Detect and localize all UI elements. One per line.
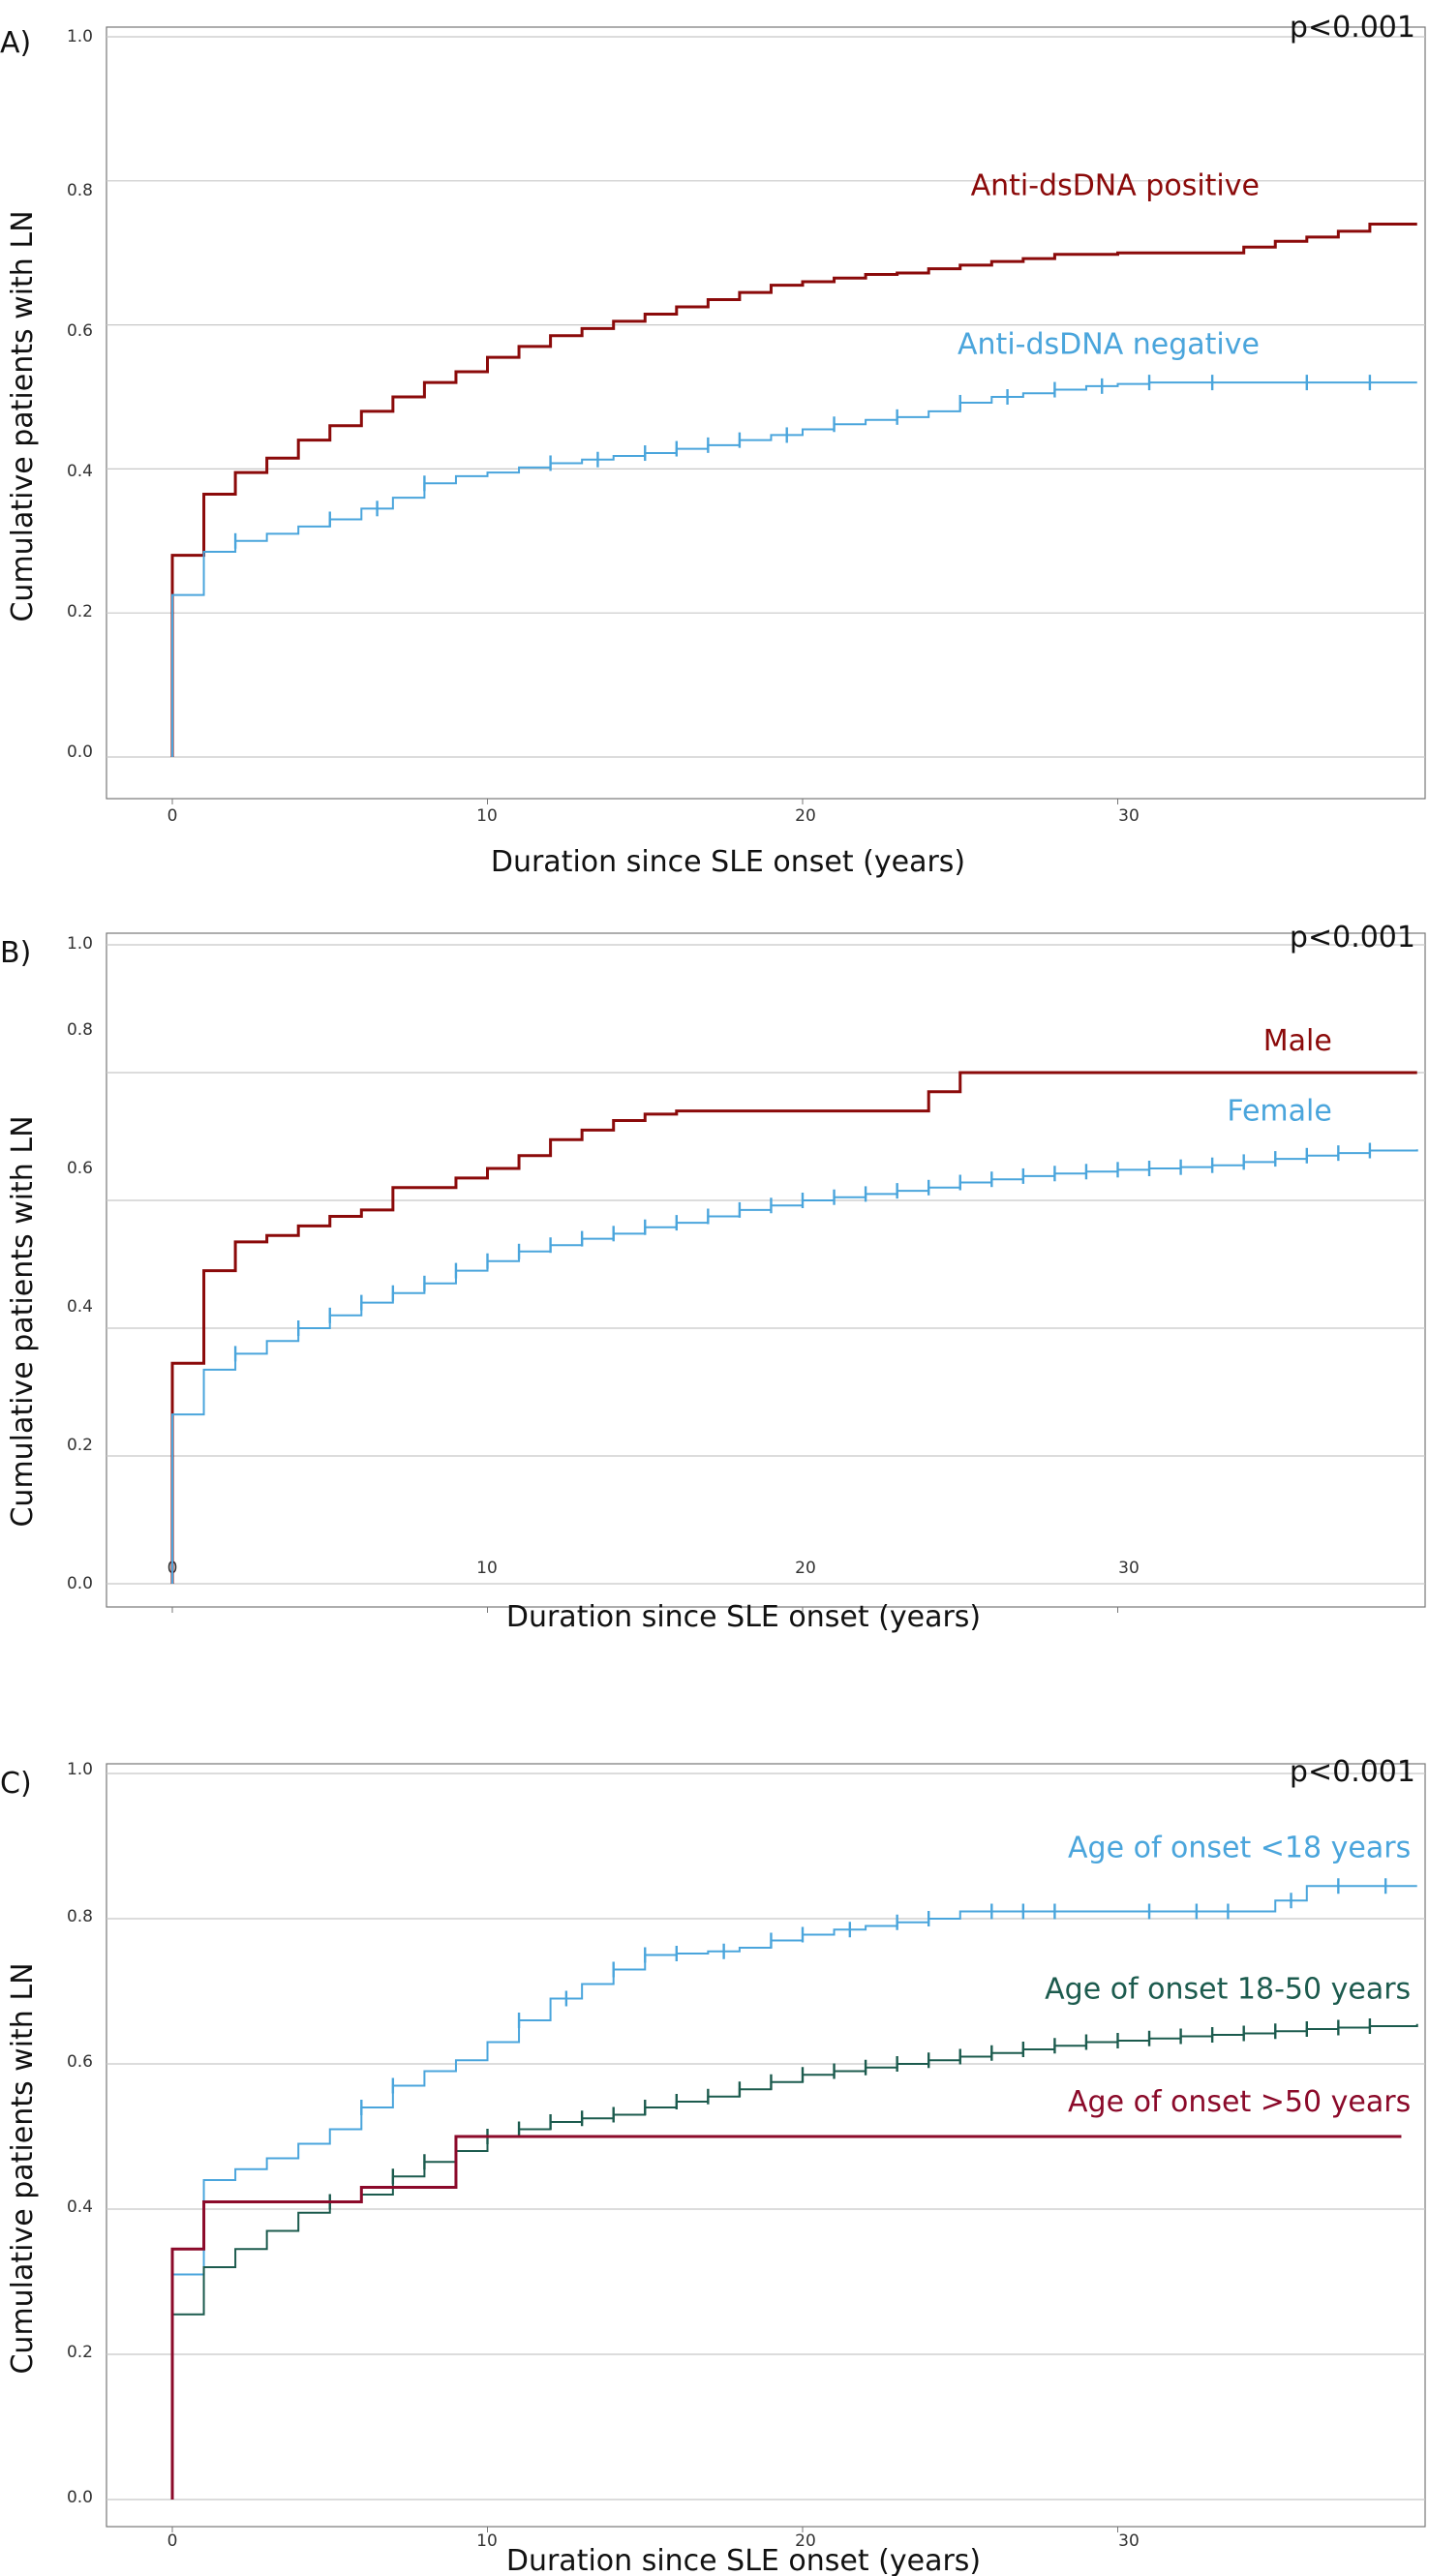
y-tick-label: 0.2 [67,2343,93,2362]
y-tick-label: 1.0 [67,934,93,954]
p-value: p<0.001 [1290,11,1415,45]
y-tick-label: 0.8 [67,181,93,200]
panel-c: C) p<0.001 Cumulative patients with LN D… [0,1755,1426,2576]
x-axis-title: Duration since SLE onset (years) [506,2544,981,2576]
series-label: Age of onset >50 years [1068,2085,1411,2119]
y-tick-label: 0.4 [67,462,93,481]
y-tick-label: 0.6 [67,2052,93,2072]
x-tick-label: 10 [476,1559,498,1578]
y-tick-label: 0.4 [67,2197,93,2217]
y-axis-title: Cumulative patients with LN [6,1962,40,2374]
y-tick-label: 0.0 [67,2488,93,2507]
y-tick-label: 0.2 [67,1436,93,1455]
x-ticks: 0 10 20 30 [167,806,1140,826]
p-value: p<0.001 [1290,1755,1415,1789]
x-tick-label: 10 [476,806,498,826]
y-tick-label: 0.2 [67,602,93,621]
y-tick-label: 0.8 [67,1907,93,1926]
y-ticks: 1.0 0.8 0.6 0.4 0.2 0.0 [67,934,93,1593]
series-label: Anti-dsDNA negative [958,327,1260,361]
series-line [171,1149,1418,1584]
x-ticks: 0 10 20 30 [167,2531,1140,2551]
y-ticks: 1.0 0.8 0.6 0.4 0.2 0.0 [67,1760,93,2507]
series-line [170,2135,1402,2500]
y-tick-label: 0.0 [67,742,93,762]
series-line [171,381,1417,757]
panel-a: A) p<0.001 Cumulative patients with LN D… [0,11,1426,879]
series-label: Male [1263,1024,1332,1058]
series-label: Female [1227,1095,1331,1129]
x-ticks: 0 10 20 30 [167,1559,1140,1578]
x-tick-label: 30 [1118,2531,1140,2551]
x-axis-title: Duration since SLE onset (years) [491,845,965,879]
series-label: Anti-dsDNA positive [971,169,1260,203]
panel-b: B) p<0.001 Cumulative patients with LN D… [0,921,1426,1634]
series-line [171,2023,1418,2500]
y-axis-title: Cumulative patients with LN [6,1115,40,1527]
y-tick-label: 1.0 [67,27,93,46]
y-tick-label: 0.0 [67,1574,93,1593]
y-tick-label: 0.6 [67,1159,93,1178]
x-tick-label: 20 [795,806,816,826]
panel-label: C) [0,1767,32,1801]
x-tick-label: 20 [795,2531,816,2551]
series-label: Age of onset <18 years [1068,1831,1411,1864]
y-tick-label: 0.4 [67,1297,93,1317]
x-tick-label: 20 [795,1559,816,1578]
x-tick-label: 30 [1118,806,1140,826]
y-tick-label: 1.0 [67,1760,93,1779]
x-tick-label: 0 [167,806,178,826]
plot-frame [106,1763,1426,2528]
plot-frame [106,932,1426,1608]
plot-frame [106,26,1426,800]
x-tick-label: 10 [476,2531,498,2551]
panel-label: B) [0,936,31,970]
y-axis-title: Cumulative patients with LN [6,210,40,621]
x-tick-label: 0 [167,2531,178,2551]
series-line [170,222,1417,757]
series-label: Age of onset 18-50 years [1045,1973,1411,2007]
series-line [170,1071,1417,1584]
x-tick-label: 30 [1118,1559,1140,1578]
p-value: p<0.001 [1290,921,1415,955]
y-tick-label: 0.8 [67,1020,93,1040]
x-axis-title: Duration since SLE onset (years) [506,1600,981,1634]
y-ticks: 1.0 0.8 0.6 0.4 0.2 0.0 [67,27,93,762]
panel-label: A) [0,26,31,60]
y-tick-label: 0.6 [67,321,93,341]
